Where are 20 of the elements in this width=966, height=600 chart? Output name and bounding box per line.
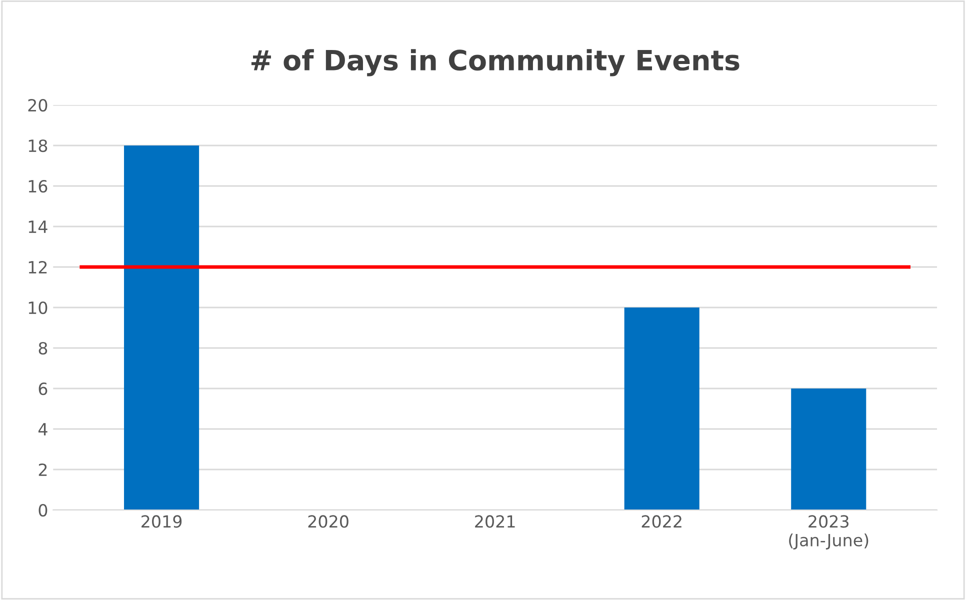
y-tick-label: 0: [38, 504, 48, 517]
chart-title: # of Days in Community Events: [251, 49, 740, 76]
x-tick-label: 2023 (Jan-June): [789, 515, 868, 550]
y-tick-label: 20: [28, 98, 48, 112]
x-tick-label: 2022: [642, 515, 682, 528]
y-tick-label: 6: [38, 382, 48, 396]
x-tick-label: 2019: [142, 515, 182, 528]
y-tick-label: 18: [28, 139, 48, 152]
bar: [791, 388, 866, 510]
y-tick-label: 16: [28, 180, 48, 193]
bar: [124, 146, 200, 510]
bar: [624, 308, 700, 510]
y-tick-label: 14: [28, 220, 48, 233]
y-tick-label: 10: [28, 301, 48, 314]
y-tick-label: 2: [38, 463, 47, 476]
x-tick-label: 2020: [308, 515, 348, 528]
y-tick-label: 4: [38, 423, 48, 436]
y-tick-label: 12: [28, 260, 47, 274]
x-tick-label: 2021: [475, 515, 515, 528]
y-tick-label: 8: [38, 342, 48, 355]
